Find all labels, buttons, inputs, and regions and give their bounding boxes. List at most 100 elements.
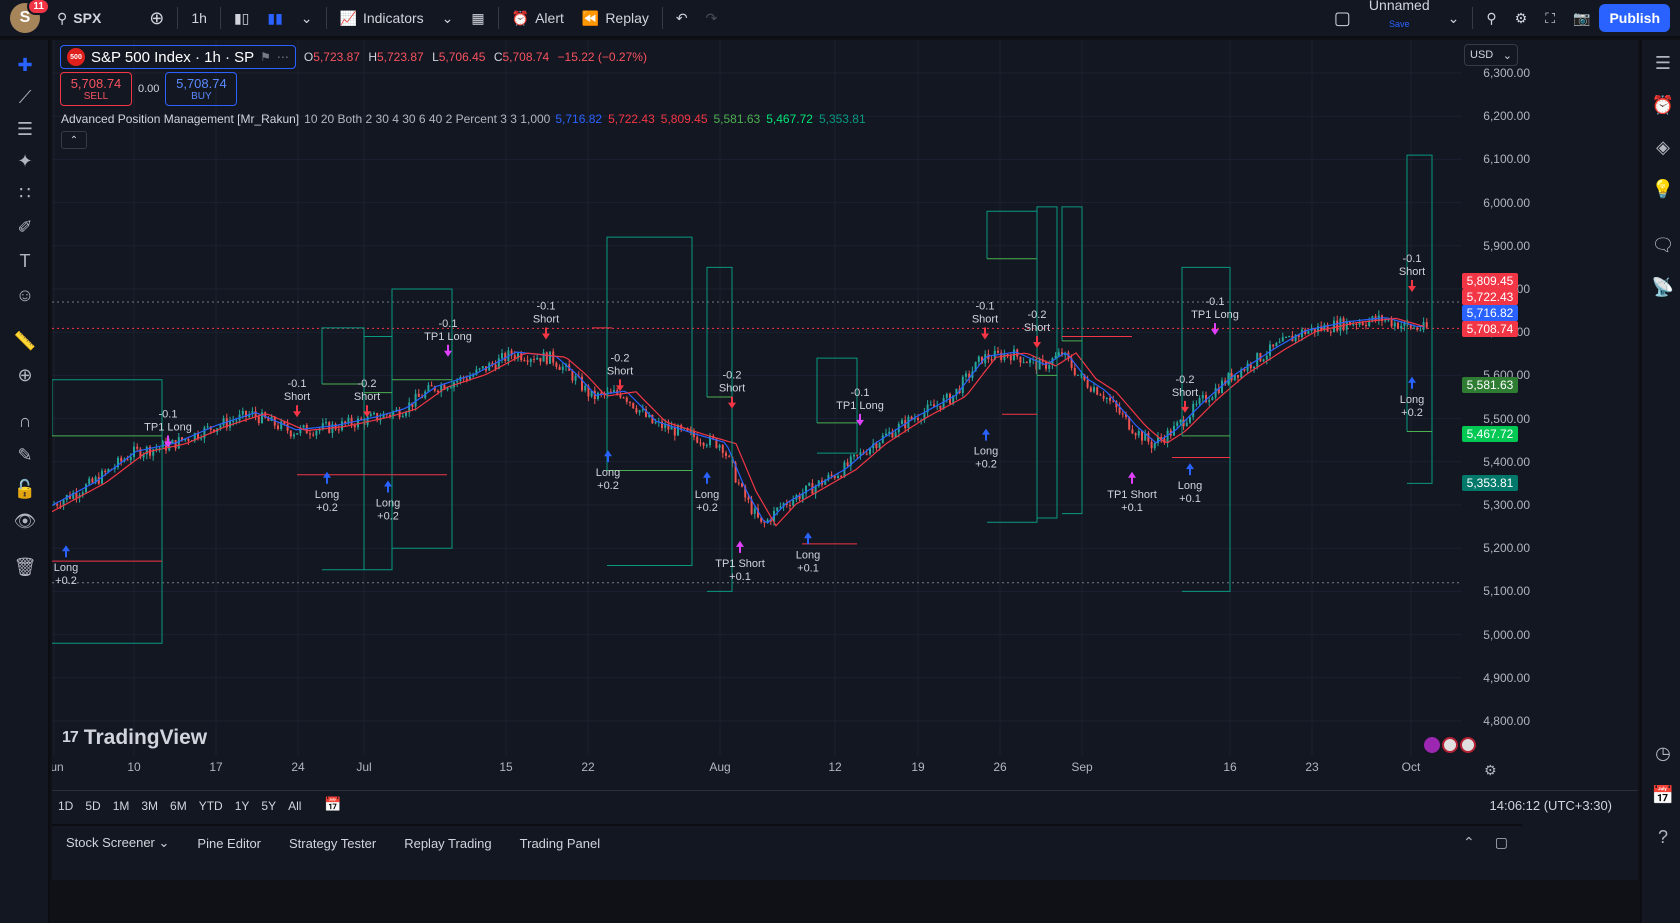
candle-body — [542, 352, 545, 362]
candle-body — [705, 445, 708, 447]
signal-label: -0.1 — [1403, 253, 1422, 265]
range-button[interactable]: 1Y — [234, 798, 250, 813]
zoom-in-icon[interactable]: ⊕ — [17, 364, 33, 385]
candle-body — [1176, 422, 1179, 426]
flag-icon[interactable]: ⚑ — [260, 50, 271, 64]
layout-name-button[interactable]: Unnamed Save — [1368, 0, 1430, 29]
tab-trading-panel[interactable]: Trading Panel — [519, 835, 601, 851]
range-button[interactable]: 3M — [141, 798, 159, 813]
range-button[interactable]: YTD — [198, 798, 223, 813]
add-symbol-button[interactable]: ⊕ — [140, 0, 173, 37]
sell-button[interactable]: 5,708.74 SELL — [60, 72, 132, 106]
candle-body — [597, 392, 599, 399]
time-axis[interactable]: Jun 10 17 24 Jul 15 22 Aug 12 19 26 Sep 16 23 Oct — [52, 760, 1462, 780]
calendar-icon[interactable]: 📅 — [1651, 784, 1675, 805]
candle-body — [325, 422, 327, 424]
range-button[interactable]: 1D — [58, 798, 74, 813]
snapshot-button[interactable]: 📷 — [1564, 0, 1599, 37]
crosshair-icon[interactable]: ✚ — [17, 54, 33, 75]
signal-label: -0.1 — [1206, 296, 1225, 308]
range-button[interactable]: 6M — [170, 798, 187, 813]
lock-icon[interactable]: 🔓 — [13, 478, 37, 499]
indicators-dropdown[interactable]: ⌄ — [433, 0, 463, 37]
range-button[interactable]: 1M — [112, 798, 130, 813]
candle-body — [251, 411, 254, 415]
arrow-down-icon — [856, 413, 864, 426]
forecasting-icon[interactable]: ∷ — [19, 182, 31, 203]
eye-icon[interactable]: 👁 — [13, 510, 37, 531]
alarm-clock-icon[interactable]: ⏰ — [1651, 94, 1675, 115]
interval-button[interactable]: 1h — [191, 10, 207, 26]
user-avatar[interactable]: S 11 — [10, 0, 50, 33]
replay-button[interactable]: ⏪ Replay — [581, 9, 649, 27]
candle-body — [622, 397, 625, 399]
fullscreen-button[interactable]: ⛶ — [1536, 0, 1564, 37]
lightbulb-icon[interactable]: 💡 — [1651, 178, 1675, 199]
search-icon: ⚲ — [57, 9, 68, 26]
lock-pencil-icon[interactable]: ✎ — [17, 444, 33, 465]
price-tick-label: 4,800.00 — [1483, 714, 1530, 728]
redo-button[interactable]: ↷ — [697, 0, 727, 37]
maximize-icon[interactable]: ▢ — [1494, 834, 1508, 850]
magnet-icon[interactable]: ∩ — [18, 410, 32, 431]
more-icon[interactable]: ⋯ — [276, 50, 289, 64]
tab-pine-editor[interactable]: Pine Editor — [197, 835, 261, 851]
signal-label: -0.2 — [358, 378, 377, 390]
currency-select[interactable]: USD ⌄ — [1464, 44, 1518, 66]
broadcast-icon[interactable]: 📡 — [1651, 276, 1675, 297]
collapse-legend-button[interactable]: ⌃ — [61, 131, 87, 149]
trend-line-icon[interactable]: ⟋ — [18, 86, 32, 107]
tab-replay-trading[interactable]: Replay Trading — [404, 835, 492, 851]
time-axis-settings-icon[interactable]: ⚙ — [1484, 762, 1497, 778]
speedometer-icon[interactable]: ◷ — [1655, 742, 1671, 763]
range-button[interactable]: All — [288, 798, 302, 813]
lightning-icon[interactable] — [1424, 737, 1440, 753]
us-flag-icon[interactable] — [1460, 737, 1476, 753]
alert-button[interactable]: ⏰ Alert — [511, 9, 564, 27]
ruler-icon[interactable]: 📏 — [13, 330, 37, 351]
us-flag-icon[interactable] — [1442, 737, 1458, 753]
chart-type-button[interactable]: ▮▮ — [258, 0, 291, 37]
candle-body — [248, 414, 251, 417]
layout-checkbox[interactable]: ▢ — [1325, 0, 1360, 37]
candle-body — [613, 390, 615, 392]
symbol-search-button[interactable]: ⚲ SPX — [57, 9, 102, 27]
indicator-legend[interactable]: Advanced Position Management [Mr_Rakun] … — [61, 112, 872, 126]
divider — [325, 7, 327, 29]
emoji-icon[interactable]: ☺ — [15, 284, 35, 305]
brush-icon[interactable]: ✐ — [17, 216, 33, 237]
tab-strategy-tester[interactable]: Strategy Tester — [289, 835, 377, 851]
undo-button[interactable]: ↶ — [667, 0, 697, 37]
fib-retracement-icon[interactable]: ☰ — [16, 118, 34, 139]
signal-label: TP1 Short — [1107, 489, 1157, 501]
chart-type-dropdown[interactable]: ⌄ — [292, 0, 322, 37]
settings-button[interactable]: ⚙ — [1506, 0, 1537, 37]
layout-dropdown[interactable]: ⌄ — [1439, 0, 1469, 37]
price-axis[interactable]: 6,300.00 6,200.00 6,100.00 6,000.00 5,900.00… — [1462, 40, 1566, 755]
candle-body — [129, 457, 132, 460]
range-button[interactable]: 5D — [85, 798, 101, 813]
layers-icon[interactable]: ◈ — [1656, 136, 1670, 157]
time-tick-label: 15 — [499, 760, 513, 774]
symbol-title-box[interactable]: 500 S&P 500 Index · 1h · SP ⚑ ⋯ — [60, 45, 296, 69]
chevron-up-icon[interactable]: ⌃ — [1463, 834, 1475, 850]
indicators-button[interactable]: 📈 Indicators — [339, 9, 424, 27]
tab-stock-screener[interactable]: Stock Screener ⌄ — [66, 835, 170, 850]
range-button[interactable]: 5Y — [261, 798, 277, 813]
trash-icon[interactable]: 🗑 — [13, 556, 37, 577]
quick-search-button[interactable]: ⚲ — [1477, 0, 1505, 37]
text-icon[interactable]: T — [19, 250, 31, 271]
bar-style-button[interactable]: ▮▯ — [225, 0, 258, 37]
layouts-button[interactable]: ▦ — [462, 0, 493, 37]
publish-button[interactable]: Publish — [1599, 4, 1670, 32]
candle-body — [1253, 366, 1255, 369]
help-icon[interactable]: ? — [1657, 826, 1668, 847]
watchlist-icon[interactable]: ☰ — [1654, 52, 1672, 73]
candle-body — [1096, 387, 1099, 395]
chart-pane[interactable]: Long +0.2 -0.1 TP1 Long -0.1 Short Long +0.2 -0.… — [52, 40, 1638, 880]
buy-button[interactable]: 5,708.74 BUY — [165, 72, 238, 106]
goto-date-icon[interactable]: 📅 — [324, 796, 342, 812]
patterns-icon[interactable]: ✦ — [17, 150, 33, 171]
chat-icon[interactable]: 🗨 — [1651, 234, 1675, 255]
